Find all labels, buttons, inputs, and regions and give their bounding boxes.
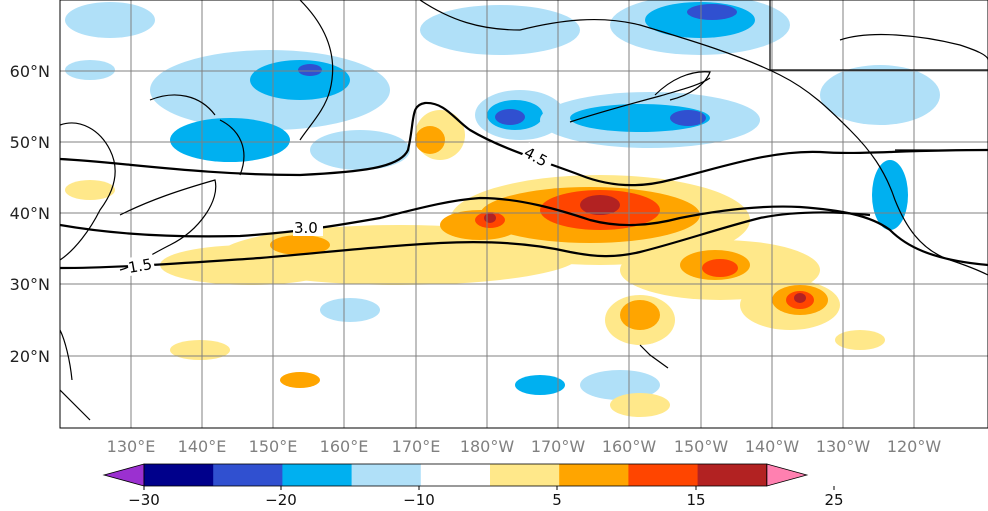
colorbar-border [143, 463, 768, 487]
lon-label-140w: 140°W [745, 437, 800, 456]
lat-label-20n: 20°N [10, 347, 50, 366]
lon-labels: 130°E 140°E 150°E 160°E 170°E 180°W 170°… [107, 437, 942, 456]
lat-label-40n: 40°N [10, 204, 50, 223]
colorbar-segment [490, 464, 560, 486]
colorbar-segment [697, 464, 768, 486]
coastlines [60, 0, 988, 421]
lon-label-120w: 120°W [887, 437, 942, 456]
lon-label-150e: 150°E [249, 437, 298, 456]
colorbar-labels: −30 −20 −10 5 15 25 [128, 491, 843, 509]
contour-labels: 4.5 3.0 1.5 [126, 142, 556, 277]
contours [60, 101, 988, 270]
colorbar-segment [144, 464, 214, 486]
colorbar-segment [282, 464, 353, 486]
contour-label-low: 1.5 [127, 255, 154, 277]
lon-label-180w: 180°W [460, 437, 515, 456]
colorbar-segment [559, 464, 629, 486]
plot-border [59, 0, 988, 429]
lon-label-170e: 170°E [392, 437, 441, 456]
colorbar-label-neg10: −10 [403, 491, 435, 509]
colorbar-label-neg20: −20 [265, 491, 297, 509]
lon-label-130w: 130°W [816, 437, 871, 456]
lon-label-150w: 150°W [674, 437, 729, 456]
lon-label-130e: 130°E [107, 437, 156, 456]
colorbar [102, 463, 835, 490]
colorbar-label-neg30: −30 [128, 491, 160, 509]
colorbar-segment [351, 464, 422, 486]
colorbar-segment [628, 464, 699, 486]
grid-lines [60, 0, 988, 428]
colorbar-extend-low [102, 463, 145, 487]
colorbar-label-5: 5 [552, 491, 562, 509]
colorbar-segment [420, 464, 491, 486]
lon-label-170w: 170°W [531, 437, 586, 456]
lat-label-50n: 50°N [10, 133, 50, 152]
lat-label-30n: 30°N [10, 275, 50, 294]
contour-label-mid: 3.0 [294, 219, 318, 237]
colorbar-extend-high [766, 463, 809, 487]
lat-label-60n: 60°N [10, 62, 50, 81]
colorbar-label-15: 15 [686, 491, 705, 509]
lat-labels: 60°N 50°N 40°N 30°N 20°N [10, 62, 50, 366]
lon-label-160e: 160°E [320, 437, 369, 456]
colorbar-segment [213, 464, 283, 486]
lon-label-140e: 140°E [178, 437, 227, 456]
lon-label-160w: 160°W [602, 437, 657, 456]
colorbar-label-25: 25 [824, 491, 843, 509]
